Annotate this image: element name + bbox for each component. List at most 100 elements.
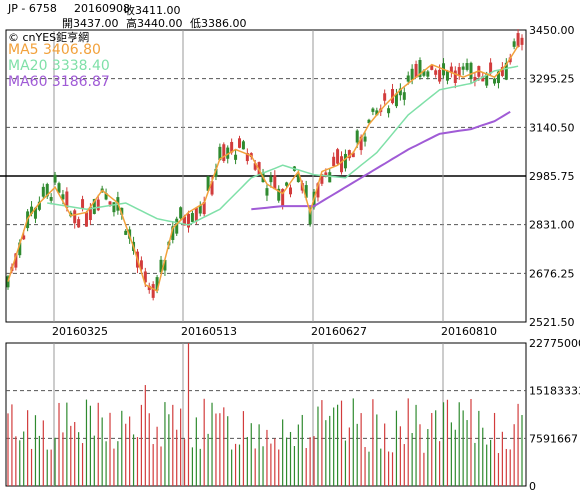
legend-ma5: MA5 3406.80	[8, 42, 101, 58]
candle-body	[179, 207, 183, 219]
candle-body	[496, 71, 500, 84]
candle-body	[241, 141, 245, 150]
candle-body	[520, 37, 524, 45]
x-tick-label: 20160627	[311, 325, 367, 338]
candle-body	[512, 41, 516, 47]
candle-body	[151, 284, 155, 298]
candle-body	[481, 76, 485, 82]
candle-body	[402, 92, 406, 100]
candle-body	[57, 183, 61, 193]
price-tick-label: 3450.00	[529, 24, 575, 37]
candle-body	[304, 185, 308, 198]
candle-body	[434, 70, 438, 75]
candle-body	[422, 70, 426, 76]
candle-body	[49, 196, 53, 201]
candle-body	[489, 62, 493, 74]
candle-body	[88, 206, 92, 220]
candle-body	[45, 184, 49, 197]
candle-body	[206, 176, 210, 191]
candle-body	[438, 69, 442, 82]
candle-body	[453, 70, 457, 83]
close-price-label: 收3411.00	[124, 4, 181, 17]
candle-body	[210, 181, 214, 195]
candle-body	[155, 277, 159, 291]
date-label: 20160908	[74, 2, 130, 15]
volume-tick-label: 22775000	[529, 337, 580, 350]
candle-body	[84, 212, 88, 227]
candle-body	[237, 138, 241, 148]
candle-body	[124, 230, 128, 235]
x-tick-label: 20160810	[441, 325, 497, 338]
candle-body	[457, 67, 461, 76]
candle-body	[418, 60, 422, 78]
candle-body	[328, 172, 332, 183]
candle-body	[430, 65, 434, 70]
candle-body	[493, 78, 497, 84]
candle-body	[234, 154, 238, 160]
candle-body	[426, 71, 430, 77]
candle-body	[112, 202, 116, 213]
open-price-label: 開3437.00	[62, 17, 119, 30]
x-tick-label: 20160325	[52, 325, 108, 338]
candle-body	[37, 201, 41, 210]
candle-body	[222, 144, 226, 162]
price-tick-label: 2676.25	[529, 267, 575, 280]
candle-body	[359, 136, 363, 151]
candle-body	[371, 108, 375, 112]
candle-body	[257, 162, 261, 175]
candle-body	[226, 147, 230, 159]
candle-body	[194, 207, 198, 222]
candle-body	[6, 276, 10, 288]
candle-body	[253, 163, 257, 170]
candle-body	[516, 33, 520, 48]
candle-body	[30, 206, 34, 214]
candle-body	[308, 209, 312, 225]
candle-body	[336, 149, 340, 164]
candle-body	[218, 146, 222, 161]
candle-body	[296, 174, 300, 183]
candle-body	[347, 150, 351, 159]
candle-body	[22, 235, 26, 240]
candle-body	[281, 189, 285, 206]
candle-body	[351, 152, 355, 158]
candle-body	[363, 136, 367, 142]
candle-body	[92, 199, 96, 214]
ma60-line	[251, 110, 511, 211]
candle-body	[465, 63, 469, 70]
candle-body	[500, 67, 504, 76]
candle-body	[508, 57, 512, 63]
candle-body	[18, 242, 22, 256]
candle-body	[61, 194, 65, 200]
candle-body	[183, 216, 187, 226]
candle-body	[414, 63, 418, 78]
candle-body	[269, 176, 273, 183]
candle-body	[285, 182, 289, 186]
ma20-line	[47, 65, 519, 226]
candle-body	[159, 259, 163, 273]
price-tick-label: 2521.50	[529, 316, 575, 329]
candle-body	[375, 110, 379, 116]
candle-body	[383, 93, 387, 101]
candle-body	[485, 73, 489, 86]
candle-body	[406, 75, 410, 82]
candle-body	[277, 188, 281, 201]
candle-body	[265, 188, 269, 196]
legend-ma60: MA60 3186.87	[8, 74, 110, 90]
candle-body	[147, 285, 151, 291]
candle-body	[473, 76, 477, 82]
candle-body	[332, 156, 336, 167]
candle-body	[171, 226, 175, 240]
candle-body	[320, 174, 324, 184]
candle-body	[461, 66, 465, 70]
candle-body	[14, 253, 18, 268]
price-tick-label: 3295.25	[529, 73, 575, 86]
candle-body	[139, 260, 143, 270]
candle-body	[198, 205, 202, 214]
candle-body	[367, 119, 371, 124]
candle-body	[163, 259, 167, 271]
candle-body	[449, 66, 453, 73]
price-tick-label: 2831.00	[529, 219, 575, 232]
candle-body	[41, 186, 45, 197]
candle-body	[340, 156, 344, 173]
